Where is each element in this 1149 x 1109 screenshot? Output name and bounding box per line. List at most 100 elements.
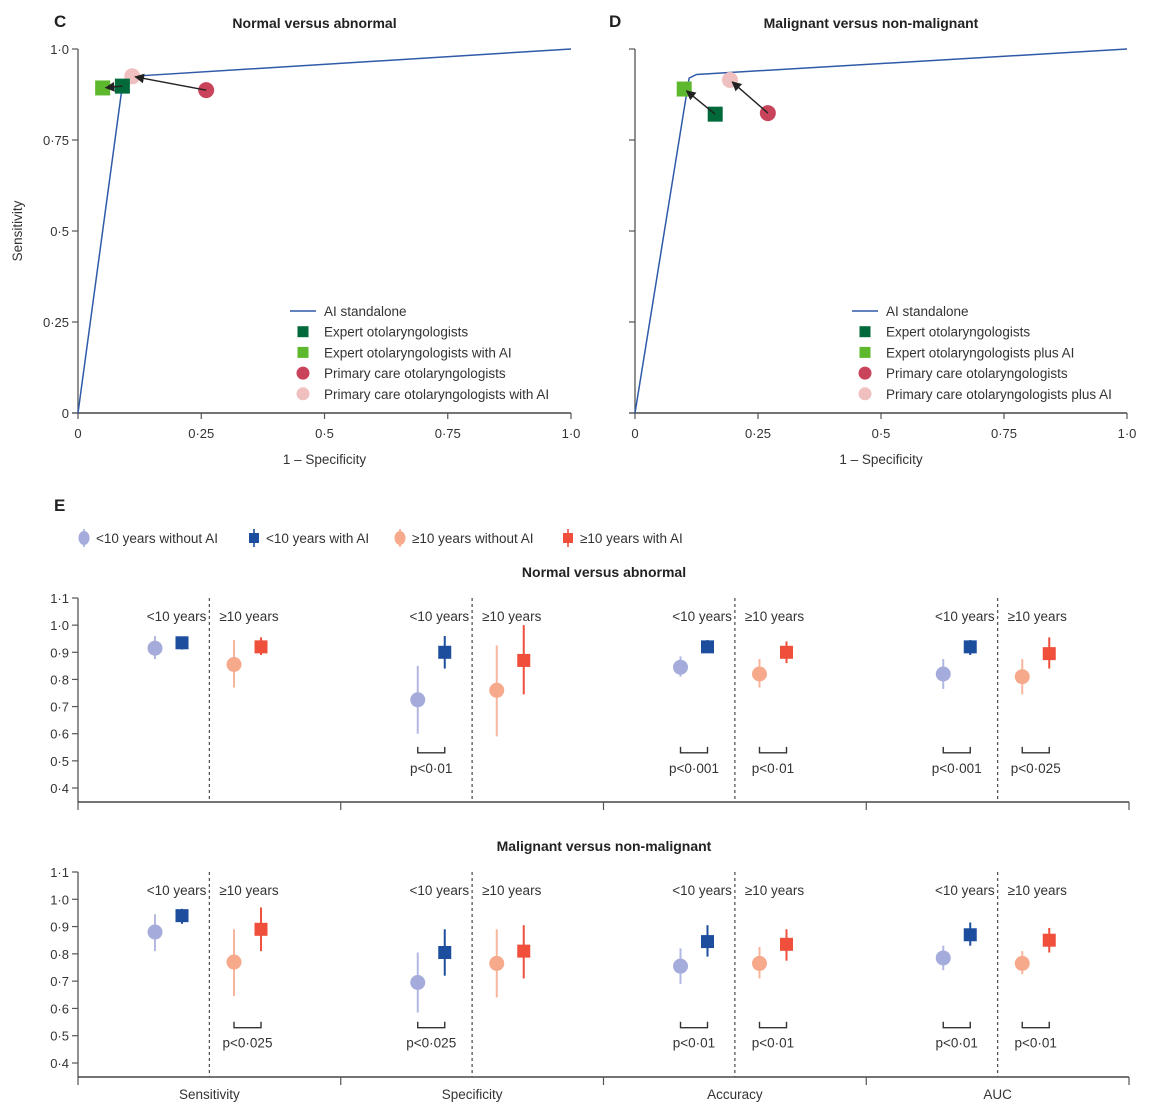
- improvement-arrow: [134, 73, 207, 91]
- category-label: Accuracy: [707, 1087, 763, 1102]
- estimate-circle: [410, 975, 426, 991]
- y-tick-label: 0·7: [50, 974, 69, 989]
- legend-marker-icon: [296, 366, 310, 380]
- estimate-square: [438, 945, 452, 959]
- legend-label: Expert otolaryngologists: [324, 325, 468, 340]
- panel-title: Malignant versus non-malignant: [764, 15, 979, 31]
- group-label-lt10: <10 years: [409, 609, 469, 624]
- x-tick-label: 0: [74, 426, 81, 441]
- group-label-ge10: ≥10 years: [482, 883, 541, 898]
- y-tick-label: 1·0: [50, 618, 69, 633]
- estimate-circle: [226, 657, 242, 672]
- estimate-circle: [489, 682, 505, 698]
- y-tick-label: 1·0: [50, 42, 69, 57]
- y-tick-label: 0·9: [50, 920, 69, 935]
- legend-label: <10 years without AI: [96, 531, 218, 546]
- p-value-label: p<0·01: [673, 1036, 715, 1051]
- y-tick-label: 0·9: [50, 645, 69, 660]
- p-value-label: p<0·01: [1015, 1036, 1057, 1051]
- legend-circle-icon: [394, 531, 406, 545]
- y-tick-label: 0·5: [50, 224, 69, 239]
- y-tick-label: 0·8: [50, 947, 69, 962]
- p-value-label: p<0·025: [223, 1036, 273, 1051]
- estimate-circle: [752, 955, 767, 971]
- estimate-circle: [1014, 955, 1030, 971]
- y-axis-label: Sensitivity: [10, 200, 25, 261]
- legend-marker-icon: [297, 346, 309, 358]
- group-label-lt10: <10 years: [672, 609, 732, 624]
- legend: AI standalone Expert otolaryngologists Exp…: [290, 304, 549, 402]
- x-tick-label: 0: [631, 426, 638, 441]
- significance-bracket: [942, 746, 971, 754]
- y-tick-label: 0·8: [50, 672, 69, 687]
- forest-subplot: Malignant versus non-malignant 0·4 0·5 0·6 0…: [50, 838, 1130, 1102]
- x-tick-label: 0·5: [315, 426, 334, 441]
- estimate-circle: [147, 924, 163, 940]
- x-tick-label: 0·75: [435, 426, 461, 441]
- legend-circle-icon: [78, 531, 90, 545]
- legend-label: Primary care otolaryngologists: [886, 366, 1068, 381]
- estimate-square: [1042, 647, 1056, 661]
- estimate-square: [438, 645, 452, 659]
- group-label-lt10: <10 years: [409, 883, 469, 898]
- significance-bracket: [417, 746, 446, 754]
- group-label-ge10: ≥10 years: [219, 883, 278, 898]
- legend-label: Expert otolaryngologists with AI: [324, 345, 512, 360]
- p-value-label: p<0·001: [669, 761, 719, 776]
- x-axis-label: 1 – Specificity: [839, 452, 923, 467]
- x-axis-label: 1 – Specificity: [283, 452, 367, 467]
- legend-square-icon: [249, 533, 259, 543]
- legend-label: Primary care otolaryngologists plus AI: [886, 387, 1112, 402]
- y-tick-label: 0·6: [50, 727, 69, 742]
- estimate-square: [780, 937, 793, 951]
- p-value-label: p<0·025: [406, 1036, 456, 1051]
- group-label-ge10: ≥10 years: [1008, 609, 1067, 624]
- estimate-square: [780, 645, 793, 659]
- y-tick-label: 1·0: [50, 892, 69, 907]
- group-label-ge10: ≥10 years: [745, 883, 804, 898]
- legend-label: Expert otolaryngologists: [886, 325, 1030, 340]
- estimate-circle: [147, 640, 163, 656]
- legend-label: Expert otolaryngologists plus AI: [886, 345, 1074, 360]
- estimate-circle: [226, 954, 242, 970]
- x-tick-label: 0·5: [872, 426, 891, 441]
- x-tick-label: 0·25: [745, 426, 771, 441]
- significance-bracket: [417, 1021, 446, 1029]
- group-label-lt10: <10 years: [935, 609, 995, 624]
- category-label: Specificity: [442, 1087, 503, 1102]
- x-tick-label: 0·75: [991, 426, 1017, 441]
- roc-panel-c: C Normal versus abnormal 0 0·25 0·5 0·75 1·0 0 0…: [10, 12, 580, 467]
- y-tick-label: 0·4: [50, 781, 69, 796]
- estimate-circle: [673, 659, 688, 675]
- group-label-lt10: <10 years: [147, 883, 207, 898]
- group-label-lt10: <10 years: [147, 609, 207, 624]
- category-label: Sensitivity: [179, 1087, 240, 1102]
- group-label-ge10: ≥10 years: [219, 609, 278, 624]
- significance-bracket: [233, 1021, 262, 1029]
- legend-marker-icon: [859, 326, 871, 338]
- y-tick-label: 0·5: [50, 1029, 69, 1044]
- estimate-square: [963, 928, 977, 942]
- estimate-circle: [410, 692, 426, 708]
- category-label: AUC: [983, 1087, 1012, 1102]
- estimate-square: [517, 653, 531, 667]
- x-tick-label: 0·25: [188, 426, 214, 441]
- legend: AI standalone Expert otolaryngologists Exp…: [852, 304, 1112, 402]
- legend-label: ≥10 years without AI: [412, 531, 533, 546]
- significance-bracket: [1021, 1021, 1050, 1029]
- estimate-square: [517, 944, 531, 958]
- p-value-label: p<0·01: [752, 1036, 794, 1051]
- p-value-label: p<0·025: [1011, 761, 1061, 776]
- estimate-square: [254, 640, 268, 654]
- y-tick-label: 0·25: [43, 315, 69, 330]
- legend-marker-icon: [296, 387, 310, 401]
- panel-letter: D: [609, 12, 621, 31]
- estimate-circle: [935, 950, 951, 966]
- y-tick-label: 1·1: [50, 865, 69, 880]
- estimate-circle: [489, 955, 505, 971]
- estimate-square: [175, 636, 189, 650]
- y-tick-label: 0: [62, 406, 69, 421]
- significance-bracket: [758, 1021, 788, 1029]
- panel-letter: C: [54, 12, 66, 31]
